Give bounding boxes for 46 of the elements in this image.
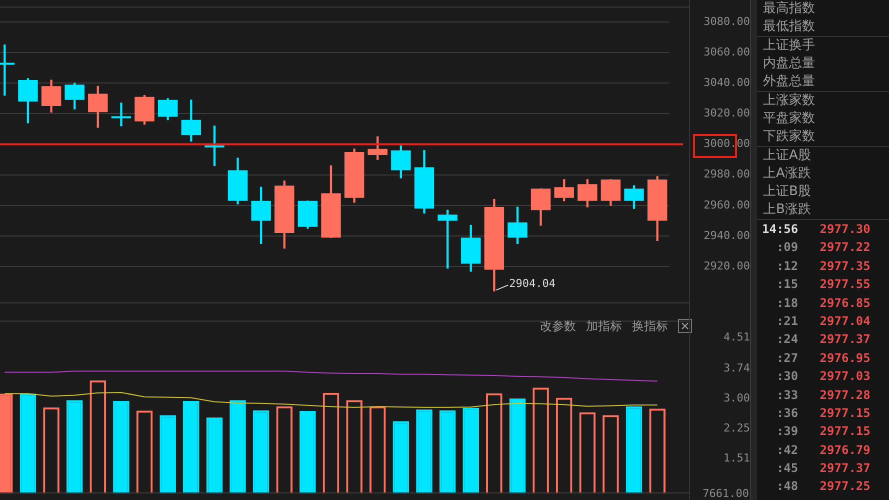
text: :36 2977.15 (776, 406, 870, 420)
y-tick-label: 3.74 (724, 362, 750, 375)
text: 外盘总量 (757, 73, 889, 92)
text: :12 2977.35 (776, 258, 870, 273)
text: :24 2977.37 (776, 332, 870, 346)
text: :18 2976.85 (776, 296, 870, 310)
text: :48 2977.25 (776, 479, 870, 494)
text: 14:56 2977.30 (762, 222, 870, 236)
y-tick-label: 2.25 (724, 422, 750, 435)
text: :09 2977.22 (776, 240, 870, 254)
annotation: 2904.04 (509, 276, 556, 290)
text: :15 2977.55 (776, 277, 870, 292)
text: 最高指数 (762, 0, 816, 18)
y-tick-label: 3040.00 (704, 76, 750, 89)
y-tick-label: 2960.00 (704, 198, 750, 212)
text: :33 2977.28 (776, 388, 870, 402)
text: :45 2977.37 (776, 461, 870, 476)
annotation: 加指标 (586, 318, 622, 334)
text: 上证A股 (762, 147, 812, 165)
text: 上B涨跌 (757, 201, 889, 220)
y-tick-label: 2940.00 (704, 228, 750, 242)
y-tick-label: 4.51 (724, 330, 750, 344)
annotation: 改参数 (540, 318, 576, 334)
text: :42 2976.79 (776, 442, 870, 457)
y-tick-label: 2920.00 (704, 260, 750, 273)
text: :39 2977.15 (776, 424, 870, 438)
y-tick-label: 3080.00 (704, 14, 750, 28)
y-axis-title: 7661.00 (702, 487, 749, 500)
y-tick-label: 3060.00 (704, 45, 750, 58)
text: :27 2976.95 (776, 350, 870, 365)
y-tick-label: 3.00 (724, 391, 750, 404)
text: 上涨家数 (762, 92, 816, 110)
y-tick-label: 1.51 (724, 452, 750, 465)
text: 最低指数 (757, 18, 889, 37)
y-tick-label: 3020.00 (704, 106, 750, 120)
annotation: 换指标 (632, 318, 668, 334)
text: 上证换手 (762, 37, 816, 55)
text: 上证B股 (762, 183, 812, 201)
candlestick (111, 102, 132, 126)
y-tick-label: 2980.00 (704, 168, 750, 181)
text: 上A涨跌 (762, 165, 812, 183)
text: 平盘家数 (762, 110, 816, 128)
text: :21 2977.04 (776, 314, 870, 328)
text: 下跌家数 (757, 128, 889, 147)
text: 内盘总量 (762, 55, 816, 73)
text: :30 2977.03 (776, 369, 870, 384)
